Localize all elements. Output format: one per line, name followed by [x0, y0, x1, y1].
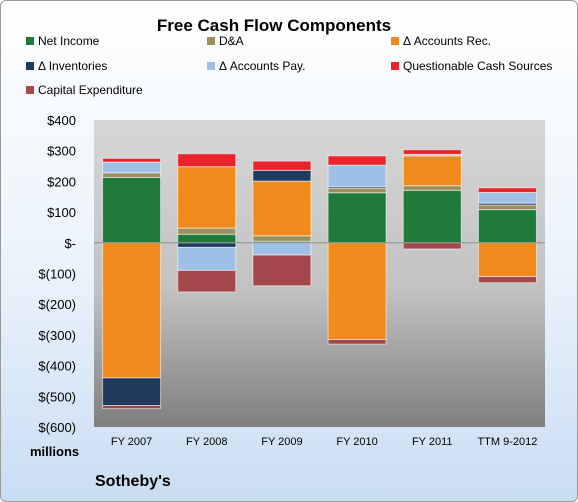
bar-accounts-pay: [477, 191, 537, 204]
bar-accounts-rec: [477, 242, 537, 278]
bar-inventories: [177, 242, 237, 248]
bar-net-income: [327, 192, 387, 244]
y-axis: $400 $300 $200 $100 $- $(100) $(200) $(300) $(40…: [38, 113, 76, 435]
brand-label: Sotheby's: [95, 473, 171, 490]
y-tick-label: $200: [47, 174, 76, 189]
legend-swatch-capital-expenditure: [26, 86, 34, 94]
x-tick-label: FY 2008: [186, 436, 227, 448]
x-tick-label: FY 2010: [336, 436, 377, 448]
y-tick-label: $(200): [38, 297, 76, 312]
bar-capital-expenditure: [402, 242, 462, 250]
legend: Net Income D&A Δ Accounts Rec. Δ Inventorie…: [26, 34, 552, 97]
bar-questionable-cash-sources: [402, 149, 462, 155]
bar-d-a: [252, 235, 312, 242]
y-tick-label: $(500): [38, 389, 76, 404]
legend-label-questionable-cash-sources: Questionable Cash Sources: [403, 59, 552, 73]
plot-area: [94, 120, 545, 427]
bar-d-a: [327, 187, 387, 194]
legend-label-net-income: Net Income: [38, 34, 100, 48]
y-axis-unit-label: millions: [30, 444, 79, 459]
bar-capital-expenditure: [177, 269, 237, 293]
bars: [102, 149, 537, 410]
bar-accounts-rec: [177, 166, 237, 229]
y-tick-label: $(600): [38, 420, 76, 435]
y-tick-label: $-: [64, 236, 76, 251]
bar-net-income: [177, 233, 237, 244]
bar-accounts-rec: [327, 242, 387, 341]
bar-net-income: [402, 189, 462, 244]
bar-d-a: [477, 204, 537, 211]
legend-label-accounts-pay: Δ Accounts Pay.: [219, 59, 306, 73]
bar-capital-expenditure: [477, 276, 537, 284]
legend-label-d-a: D&A: [219, 34, 244, 48]
bar-accounts-rec: [102, 242, 162, 379]
bar-d-a: [177, 227, 237, 235]
y-tick-label: $400: [47, 113, 76, 128]
y-tick-label: $(300): [38, 328, 76, 343]
x-tick-label: FY 2007: [111, 436, 152, 448]
bar-questionable-cash-sources: [327, 155, 387, 166]
bar-d-a: [102, 172, 162, 178]
bar-capital-expenditure: [252, 254, 312, 287]
legend-swatch-d-a: [207, 37, 215, 45]
x-tick-label: TTM 9-2012: [477, 436, 537, 448]
bar-questionable-cash-sources: [477, 187, 537, 193]
bar-net-income: [102, 176, 162, 244]
legend-swatch-accounts-rec: [391, 37, 399, 45]
bar-questionable-cash-sources: [102, 157, 162, 163]
legend-label-inventories: Δ Inventories: [38, 59, 107, 73]
legend-swatch-net-income: [26, 37, 34, 45]
legend-label-accounts-rec: Δ Accounts Rec.: [403, 34, 491, 48]
x-axis: FY 2007 FY 2008 FY 2009 FY 2010 FY 2011 TTM 9…: [111, 436, 537, 448]
bar-net-income: [477, 209, 537, 244]
bar-inventories: [252, 169, 312, 182]
legend-label-capital-expenditure: Capital Expenditure: [38, 83, 143, 97]
bar-accounts-pay: [327, 164, 387, 188]
bar-capital-expenditure: [327, 339, 387, 345]
x-tick-label: FY 2009: [261, 436, 302, 448]
bar-questionable-cash-sources: [252, 160, 312, 171]
bar-capital-expenditure: [102, 405, 162, 410]
legend-swatch-accounts-pay: [207, 62, 215, 70]
bar-accounts-pay: [252, 242, 312, 256]
x-tick-label: FY 2011: [412, 436, 453, 448]
bar-inventories: [102, 377, 162, 407]
legend-swatch-questionable-cash-sources: [391, 62, 399, 70]
bar-accounts-pay: [102, 161, 162, 174]
y-tick-label: $(400): [38, 359, 76, 374]
legend-swatch-inventories: [26, 62, 34, 70]
bar-accounts-rec: [252, 180, 312, 237]
y-tick-label: $300: [47, 144, 76, 159]
bar-d-a: [402, 185, 462, 191]
y-tick-label: $(100): [38, 267, 76, 282]
bar-questionable-cash-sources: [177, 153, 237, 168]
chart-title: Free Cash Flow Components: [157, 16, 391, 35]
y-tick-label: $100: [47, 205, 76, 220]
bar-accounts-rec: [402, 155, 462, 187]
bar-accounts-pay: [177, 246, 237, 271]
